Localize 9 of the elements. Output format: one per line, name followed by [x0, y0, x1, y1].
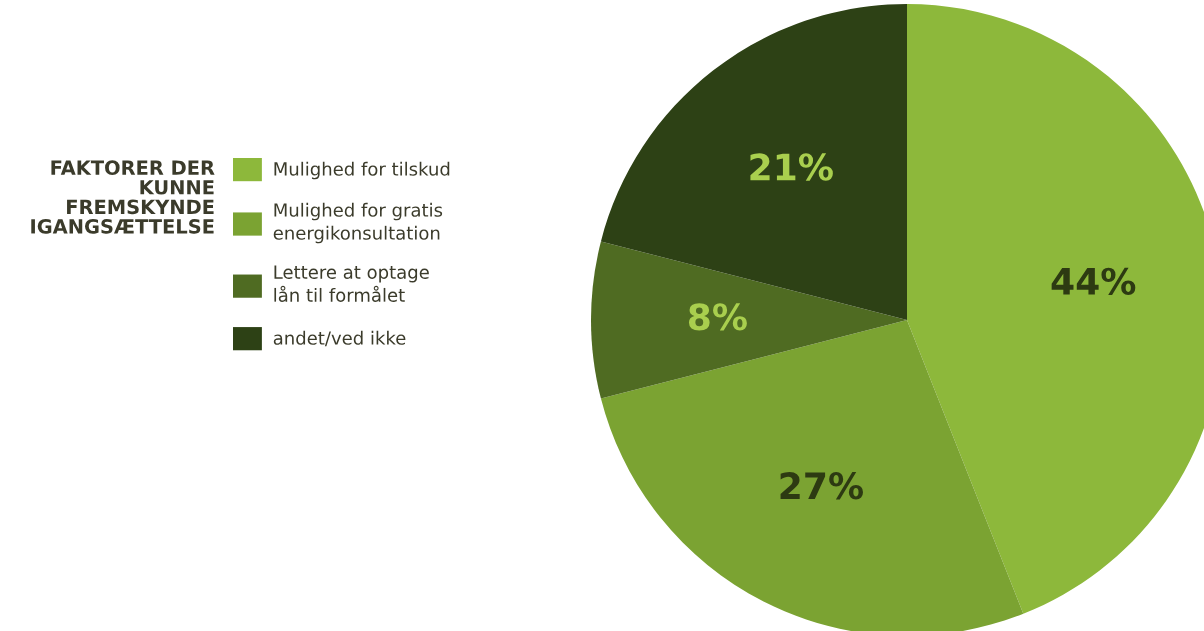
legend-label: Mulighed for gratis energikonsultation — [273, 202, 443, 244]
data-label: 21% — [750, 153, 833, 181]
legend-label: Lettere at optage lån til formålet — [274, 265, 429, 302]
legend-label: andet/ved ikke — [273, 330, 406, 347]
data-label: 8% — [688, 303, 747, 331]
legend-label: Mulighed for tilskud — [274, 161, 450, 180]
text: FAKTORER DER KUNNE FREMSKYNDE IGANGSÆTTELSE — [31, 160, 215, 234]
data-label: 27% — [780, 472, 863, 500]
data-label: 44% — [1051, 267, 1136, 295]
